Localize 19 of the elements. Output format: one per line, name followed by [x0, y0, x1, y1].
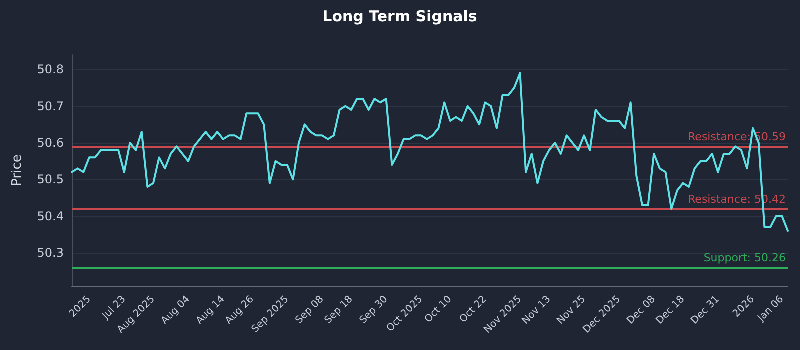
y-tick-label: 50.7: [37, 99, 64, 114]
y-tick-label: 50.8: [37, 62, 64, 77]
x-tick-label: Aug 04: [160, 294, 192, 327]
ref-line-label: Support: 50.26: [704, 252, 786, 265]
x-tick-label: Sep 18: [322, 294, 356, 326]
x-tick-label: Dec 18: [654, 294, 688, 327]
y-tick-label: 50.5: [37, 172, 64, 187]
x-tick-label: Jul 23: [100, 294, 128, 322]
x-tick-label: Dec 31: [689, 294, 722, 327]
x-tick-label: Oct 10: [423, 294, 454, 326]
chart-title: Long Term Signals: [322, 8, 478, 26]
y-tick-label: 50.6: [37, 136, 64, 150]
x-tick-label: Jan 06: [755, 294, 786, 325]
y-tick-label: 50.3: [37, 246, 64, 260]
x-tick-label: Nov 13: [520, 294, 554, 327]
y-tick-label: 50.4: [37, 209, 64, 224]
y-axis-title: Price: [10, 154, 25, 186]
x-tick-label: Oct 22: [458, 294, 490, 326]
line-series: [71, 72, 789, 232]
